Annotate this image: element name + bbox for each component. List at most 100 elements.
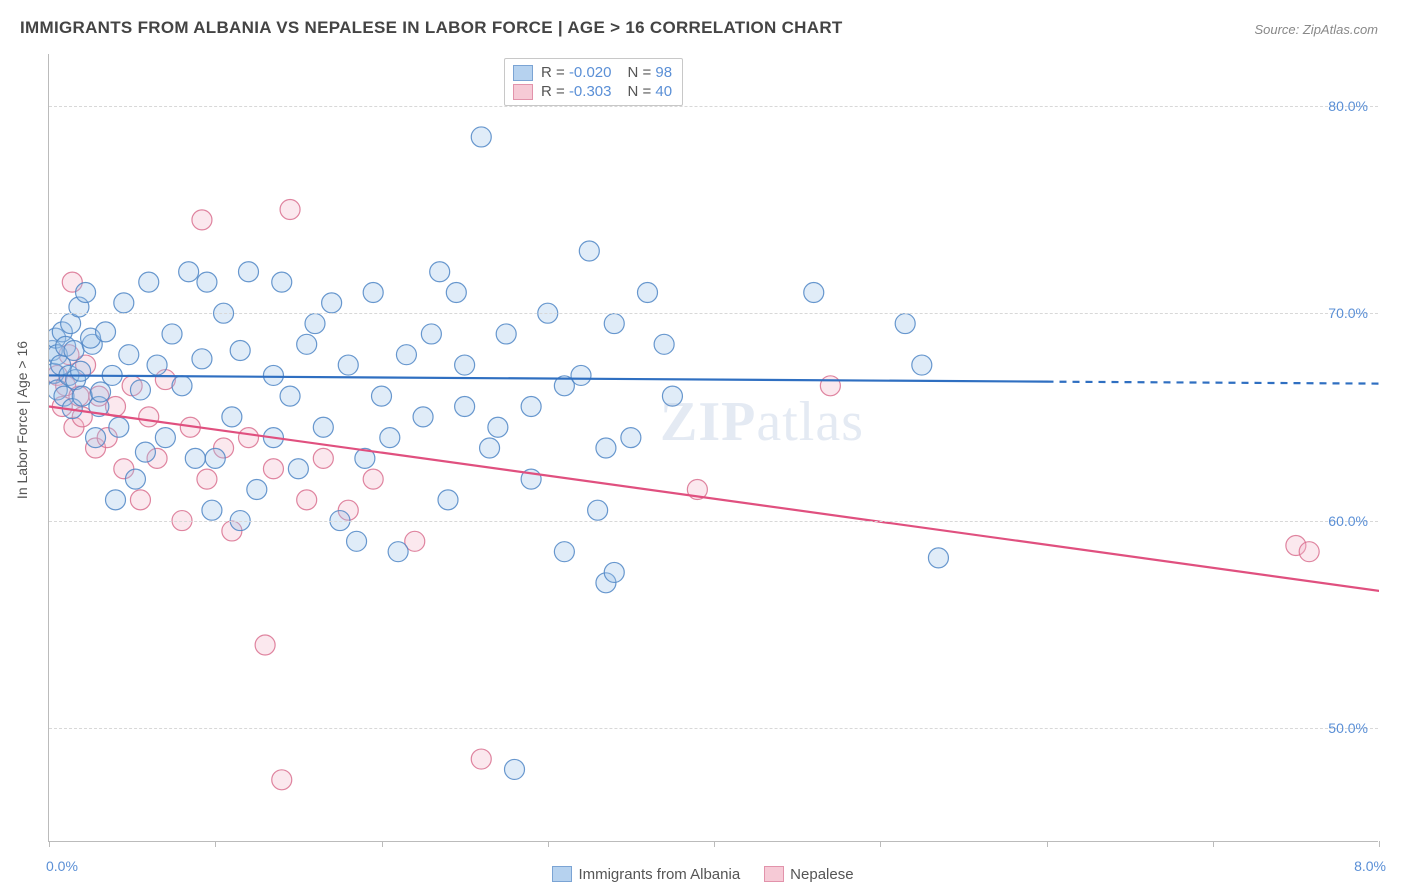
data-point [96,322,116,342]
trend-line [49,375,1047,381]
y-tick-label: 60.0% [1328,513,1368,529]
data-point [820,376,840,396]
data-point [197,272,217,292]
data-point [106,490,126,510]
data-point [480,438,500,458]
data-point [114,293,134,313]
data-point [372,386,392,406]
data-point [471,127,491,147]
y-axis-title: In Labor Force | Age > 16 [14,341,30,499]
gridline [49,106,1378,107]
data-point [288,459,308,479]
data-point [64,341,84,361]
data-point [280,200,300,220]
correlation-stats-legend: R = -0.020 N = 98 R = -0.303 N = 40 [504,58,683,106]
data-point [912,355,932,375]
data-point [455,397,475,417]
data-point [239,428,259,448]
data-point [662,386,682,406]
gridline [49,728,1378,729]
stat-legend-row: R = -0.020 N = 98 [513,63,672,82]
stat-n: N = 98 [627,64,672,81]
data-point [305,314,325,334]
data-point [71,361,91,381]
trend-line-extrapolated [1047,382,1380,384]
data-point [421,324,441,344]
y-tick-label: 70.0% [1328,305,1368,321]
data-point [76,282,96,302]
data-point [579,241,599,261]
x-tick [1213,841,1214,847]
y-tick-label: 50.0% [1328,720,1368,736]
data-point [255,635,275,655]
data-point [185,448,205,468]
data-point [430,262,450,282]
data-point [380,428,400,448]
legend-swatch [513,65,533,81]
data-point [135,442,155,462]
data-point [596,438,616,458]
data-point [119,345,139,365]
legend-swatch [764,866,784,882]
data-point [446,282,466,302]
stat-r: R = -0.303 [541,83,611,100]
trend-line [49,407,1379,594]
data-point [363,282,383,302]
data-point [928,548,948,568]
data-point [604,314,624,334]
plot-area: 50.0%60.0%70.0%80.0% [48,54,1378,842]
data-point [654,334,674,354]
stat-r: R = -0.020 [541,64,611,81]
series-legend: Immigrants from Albania Nepalese [0,866,1406,887]
data-point [197,469,217,489]
gridline [49,313,1378,314]
x-tick [49,841,50,847]
data-point [280,386,300,406]
data-point [297,490,317,510]
data-point [239,262,259,282]
data-point [125,469,145,489]
data-point [313,417,333,437]
data-point [162,324,182,344]
data-point [230,341,250,361]
data-point [192,210,212,230]
x-tick [1047,841,1048,847]
data-point [155,428,175,448]
data-point [521,397,541,417]
data-point [1299,542,1319,562]
chart-svg [49,54,1379,842]
data-point [297,334,317,354]
legend-swatch [513,84,533,100]
data-point [139,272,159,292]
data-point [571,365,591,385]
data-point [604,562,624,582]
data-point [147,355,167,375]
x-tick [382,841,383,847]
data-point [322,293,342,313]
data-point [895,314,915,334]
x-tick [1379,841,1380,847]
x-tick [880,841,881,847]
x-tick [215,841,216,847]
data-point [338,355,358,375]
data-point [130,490,150,510]
data-point [263,459,283,479]
data-point [109,417,129,437]
data-point [222,407,242,427]
data-point [172,376,192,396]
data-point [388,542,408,562]
legend-item: Immigrants from Albania [552,866,740,883]
data-point [347,531,367,551]
legend-label: Nepalese [790,866,853,883]
data-point [247,479,267,499]
data-point [263,365,283,385]
data-point [179,262,199,282]
data-point [396,345,416,365]
x-tick [714,841,715,847]
data-point [496,324,516,344]
stat-n: N = 40 [627,83,672,100]
legend-swatch [552,866,572,882]
data-point [588,500,608,520]
data-point [505,759,525,779]
data-point [130,380,150,400]
